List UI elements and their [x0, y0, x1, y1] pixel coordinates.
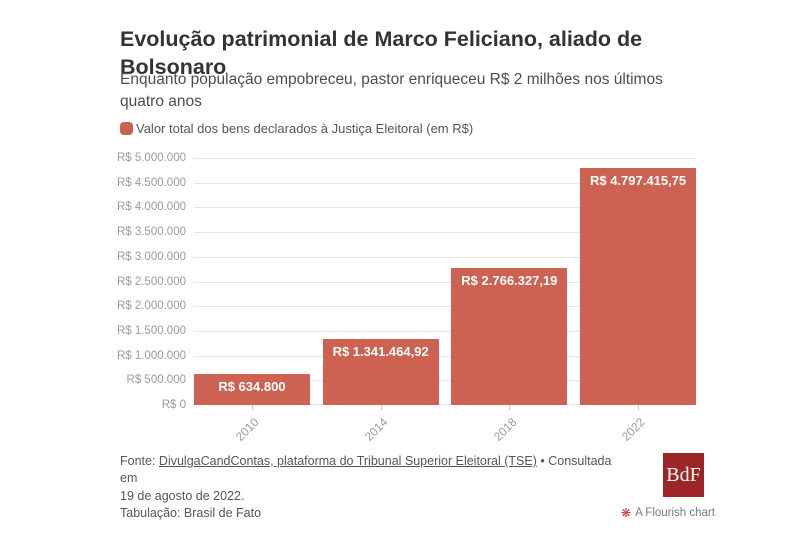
y-axis-tick-label: R$ 500.000: [126, 374, 186, 387]
x-axis-tick-label: 2022: [619, 415, 648, 444]
source-note-line2: 19 de agosto de 2022.: [120, 488, 245, 503]
y-axis-tick-label: R$ 0: [161, 399, 186, 411]
x-axis: 2010 2014 2018 2022: [194, 405, 696, 449]
plot-area: R$ 634.800 R$ 1.341.464,92 R$ 2.766.327,19…: [194, 158, 696, 405]
gridline: [194, 355, 696, 357]
gridline: [194, 306, 696, 308]
gridline: [194, 330, 696, 332]
gridline: [194, 182, 696, 184]
bar-value-label: R$ 4.797.415,75: [589, 173, 687, 189]
source-link[interactable]: DivulgaCandContas, plataforma do Tribuna…: [158, 454, 537, 468]
chart-title: Evolução patrimonial de Marco Feliciano,…: [120, 27, 643, 80]
y-axis-tick-label: R$ 4.000.000: [116, 201, 186, 214]
bar-value-label: R$ 1.341.464,92: [332, 343, 429, 359]
source-prefix: Fonte:: [120, 454, 159, 468]
y-axis-tick-label: R$ 1.000.000: [116, 349, 186, 362]
x-axis-tick-label: 2014: [361, 415, 391, 444]
flourish-flower-icon: ❋: [621, 506, 632, 520]
chart-subtitle: Enquanto população empobreceu, pastor en…: [120, 71, 663, 110]
flourish-attribution-label: A Flourish chart: [635, 507, 715, 519]
flourish-attribution[interactable]: ❋ A Flourish chart: [621, 507, 715, 519]
gridline: [194, 404, 696, 405]
y-axis-tick-label: R$ 5.000.000: [116, 152, 186, 164]
bar-2018[interactable]: R$ 2.766.327,19: [451, 268, 568, 405]
y-axis-tick-label: R$ 4.500.000: [116, 176, 186, 189]
x-axis-tick: [638, 405, 640, 410]
y-axis-tick-label: R$ 2.000.000: [116, 300, 186, 313]
bar-value-label: R$ 2.766.327,19: [461, 273, 558, 289]
legend-label: Valor total dos bens declarados à Justiç…: [136, 121, 474, 136]
gridline: [194, 281, 696, 283]
x-axis-tick: [380, 405, 382, 410]
legend: Valor total dos bens declarados à Justiç…: [120, 121, 473, 136]
y-axis-tick-label: R$ 2.500.000: [116, 275, 186, 288]
x-axis-tick-label: 2010: [233, 415, 262, 444]
y-axis-tick-label: R$ 3.500.000: [116, 226, 186, 239]
source-suffix: • Consultada em: [120, 454, 612, 486]
y-axis: R$ 0 R$ 500.000 R$ 1.000.000 R$ 1.500.000 R$…: [116, 152, 186, 411]
bar-2010[interactable]: R$ 634.800: [194, 373, 310, 405]
gridline: [194, 256, 696, 258]
gridline: [194, 158, 696, 159]
gridline: [194, 380, 696, 382]
bar-2014[interactable]: R$ 1.341.464,92: [322, 338, 439, 405]
bar-chart: R$ 0 R$ 500.000 R$ 1.000.000 R$ 1.500.000 R$…: [116, 152, 698, 449]
bdf-logo: BdF: [663, 453, 704, 497]
gridline: [194, 232, 696, 234]
gridline: [194, 207, 696, 209]
bdf-logo-text: BdF: [666, 463, 701, 486]
x-axis-tick: [251, 405, 253, 410]
y-axis-tick-label: R$ 3.000.000: [116, 250, 186, 263]
x-axis-tick-label: 2018: [490, 415, 520, 444]
tabulation-note: Tabulação: Brasil de Fato: [120, 505, 262, 520]
source-note: Fonte: DivulgaCandContas, plataforma do …: [120, 453, 620, 488]
y-axis-tick-label: R$ 1.500.000: [116, 324, 186, 337]
bar-2022[interactable]: R$ 4.797.415,75: [580, 168, 696, 405]
x-axis-tick: [509, 405, 511, 410]
legend-swatch: [120, 122, 133, 135]
bar-value-label: R$ 634.800: [218, 378, 286, 394]
footer: Fonte: DivulgaCandContas, plataforma do …: [120, 453, 620, 522]
